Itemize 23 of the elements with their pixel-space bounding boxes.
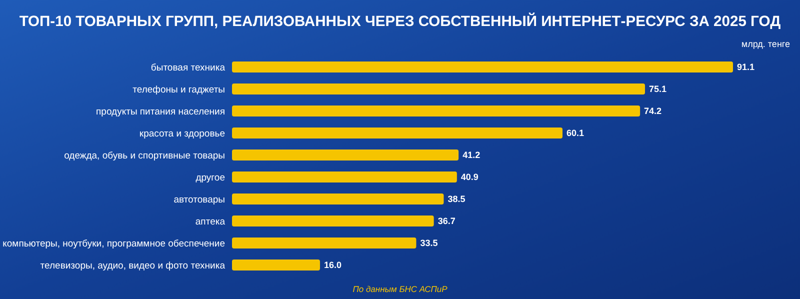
chart-title: ТОП-10 ТОВАРНЫХ ГРУПП, РЕАЛИЗОВАННЫХ ЧЕРЕЗ СОБСТВЕННЫЙ ИНТЕРНЕТ-РЕСУРС ЗА 2025 ГОД [19, 12, 782, 30]
data-label: 36.7 [438, 216, 456, 226]
text: млрд. тенге [741, 39, 790, 49]
data-label: 74.2 [644, 106, 662, 116]
data-label: 40.9 [460, 172, 478, 182]
y-tick-label: другое [196, 172, 225, 184]
data-label: 60.1 [566, 128, 584, 138]
data-label: 33.5 [420, 238, 438, 248]
text: По данным БНС АСПиР [352, 284, 448, 294]
data-label: 41.2 [462, 150, 480, 160]
y-tick-label: компьютеры, ноутбуки, программное обеспечение [2, 238, 225, 250]
y-tick-label: продукты питания населения [96, 106, 225, 118]
y-tick-label: аптека [195, 216, 226, 228]
data-label: 38.5 [448, 194, 466, 204]
y-tick-label: телевизоры, аудио, видео и фото техника [40, 260, 226, 272]
data-label: 16.0 [324, 260, 342, 270]
y-tick-label: телефоны и гаджеты [132, 84, 226, 96]
data-label: 91.1 [737, 62, 755, 72]
y-tick-label: автотовары [174, 194, 226, 206]
data-label: 75.1 [649, 84, 667, 94]
y-tick-label: красота и здоровье [139, 128, 225, 140]
y-tick-label: одежда, обувь и спортивные товары [64, 150, 226, 162]
y-tick-label: бытовая техника [150, 62, 226, 74]
